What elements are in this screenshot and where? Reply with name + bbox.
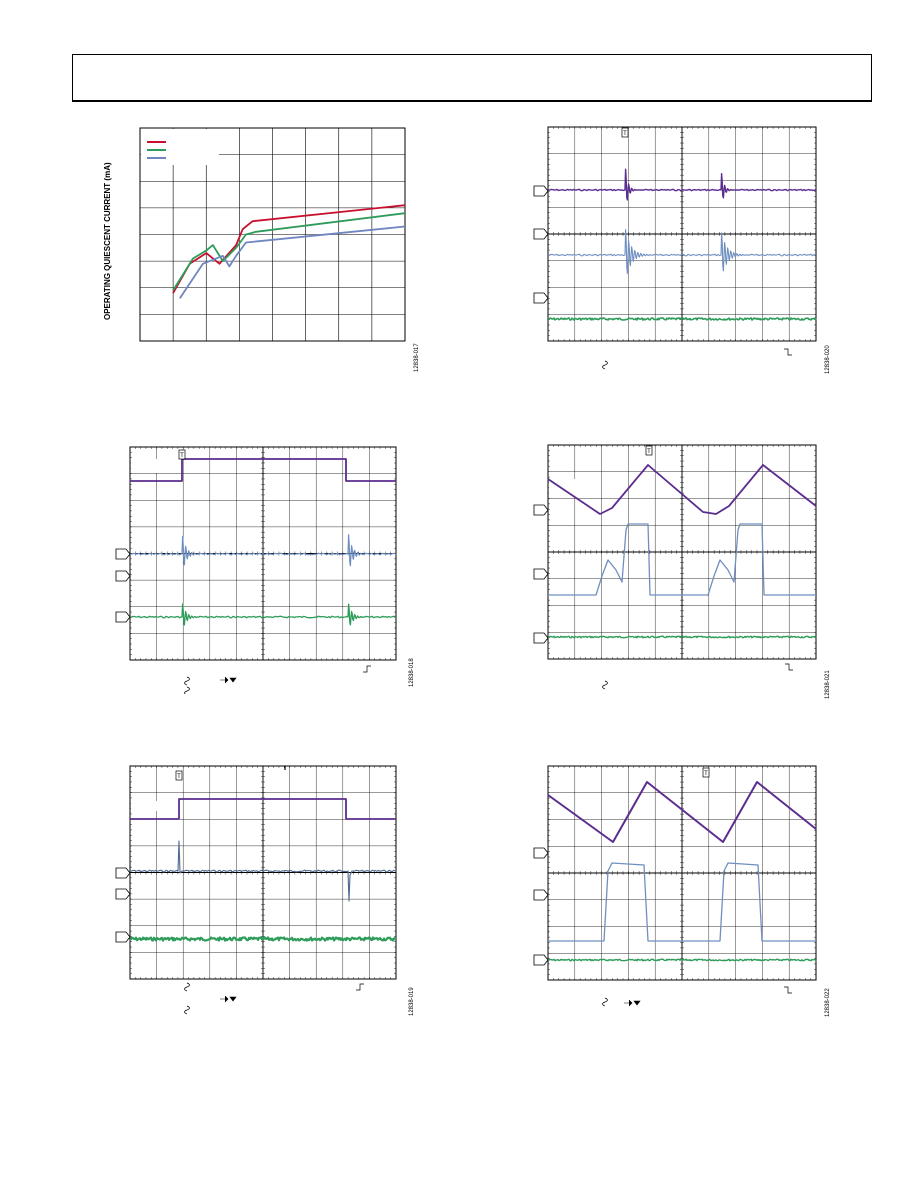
trigger-marker-label: T xyxy=(177,774,181,780)
trigger-edge-icon xyxy=(785,663,793,671)
channel-1-trace xyxy=(547,168,817,201)
label-mask xyxy=(131,459,175,473)
coupling-symbol-icon xyxy=(602,680,608,690)
channel-3-trace xyxy=(547,958,817,962)
figure-id: 12838-018 xyxy=(409,658,415,687)
channel-2-trace xyxy=(129,840,396,902)
trigger-marker-label: T xyxy=(647,449,651,455)
channel-3-trace xyxy=(129,936,397,942)
scope-capture-fig22: T 12838-022 xyxy=(528,763,838,1023)
figure-id: 12838-021 xyxy=(825,670,831,699)
channel-1-trace xyxy=(130,458,396,482)
oscilloscope-screen: T xyxy=(533,126,817,370)
channel-1-trace xyxy=(130,798,396,820)
channel-1-trace xyxy=(547,464,817,515)
channel-2-trace xyxy=(548,523,816,596)
series-line xyxy=(172,204,406,294)
trigger-marker-label: T xyxy=(623,131,627,137)
series-line xyxy=(179,225,406,299)
page-header-box xyxy=(72,54,872,102)
channel-ground-marker xyxy=(533,632,549,644)
coupling-symbol-icon xyxy=(184,686,190,694)
channel-ground-marker xyxy=(115,931,131,943)
trigger-edge-icon xyxy=(356,983,364,991)
channel-2-trace xyxy=(547,228,816,274)
channel-ground-marker xyxy=(533,228,549,240)
delay-arrow-icon xyxy=(624,999,641,1007)
trigger-position-marker xyxy=(702,767,710,778)
figure-id: 12838-019 xyxy=(409,987,415,1016)
legend-box xyxy=(141,129,219,165)
scope-capture-fig19: T 12838-019 xyxy=(108,763,418,1018)
channel-2-trace xyxy=(548,862,816,942)
oscilloscope-screen: T xyxy=(115,446,397,694)
oscilloscope-screen: T xyxy=(115,765,397,1015)
oscilloscope-screen: T xyxy=(533,444,817,690)
channel-1-trace xyxy=(547,781,817,843)
channel-3-trace xyxy=(547,635,817,639)
delay-arrow-icon xyxy=(220,676,237,684)
trigger-position-marker xyxy=(178,449,186,460)
trigger-edge-icon xyxy=(363,665,371,673)
channel-3-trace xyxy=(129,603,397,626)
quiescent-current-figure: OPERATING QUIESCENT CURRENT (mA) 12838-0… xyxy=(100,120,430,380)
label-mask xyxy=(549,479,601,497)
trigger-edge-icon xyxy=(784,986,792,994)
trigger-marker-label: T xyxy=(180,453,184,459)
channel-ground-marker xyxy=(115,548,131,560)
delay-arrow-icon xyxy=(220,995,237,1003)
channel-ground-marker xyxy=(533,954,549,966)
quiescent-current-chart xyxy=(139,127,406,342)
coupling-symbol-icon xyxy=(184,676,190,686)
channel-3-trace xyxy=(547,317,817,321)
coupling-symbol-icon xyxy=(184,1005,190,1015)
channel-ground-marker xyxy=(533,185,549,197)
scope-capture-fig20: T 12838-020 xyxy=(528,124,838,379)
channel-ground-marker xyxy=(533,847,549,859)
channel-ground-marker xyxy=(533,568,549,580)
trigger-edge-icon xyxy=(784,348,792,356)
scope-capture-fig18: T 12838-018 xyxy=(108,444,418,694)
channel-ground-marker xyxy=(115,867,131,879)
trigger-marker-label: T xyxy=(704,771,708,777)
series-line xyxy=(172,212,406,291)
coupling-symbol-icon xyxy=(602,997,608,1007)
coupling-symbol-icon xyxy=(184,982,190,992)
channel-ground-marker xyxy=(115,611,131,623)
channel-ground-marker xyxy=(115,570,131,582)
channel-2-trace xyxy=(129,534,397,567)
scope-capture-fig21: T 12838-021 xyxy=(528,442,838,702)
figure-id: 12838-022 xyxy=(825,988,831,1017)
figure-id: 12838-017 xyxy=(414,343,420,372)
label-mask xyxy=(131,801,175,811)
channel-ground-marker xyxy=(533,504,549,516)
trigger-position-marker xyxy=(645,445,653,456)
figure-id: 12838-020 xyxy=(825,345,831,374)
trigger-position-marker xyxy=(621,127,629,138)
y-axis-label: OPERATING QUIESCENT CURRENT (mA) xyxy=(103,162,112,320)
oscilloscope-screen: T xyxy=(533,765,817,1007)
coupling-symbol-icon xyxy=(602,360,608,370)
trigger-position-marker xyxy=(175,770,183,781)
channel-ground-marker xyxy=(533,889,549,901)
channel-ground-marker xyxy=(533,292,549,304)
channel-ground-marker xyxy=(115,888,131,900)
